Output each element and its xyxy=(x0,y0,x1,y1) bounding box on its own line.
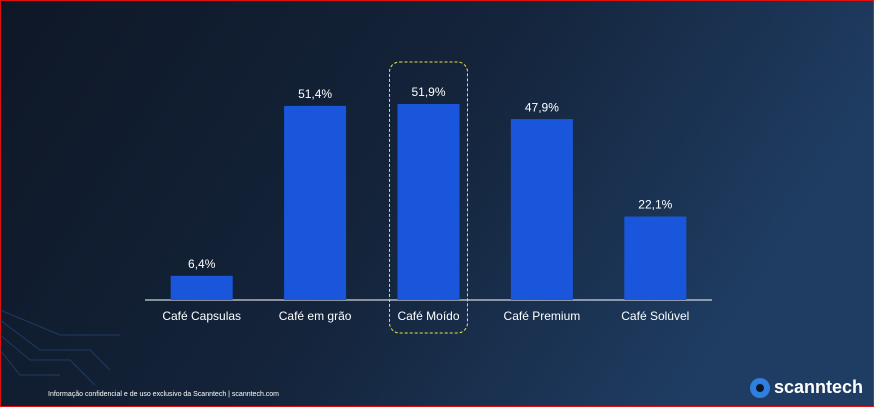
x-tick-label: Café em grão xyxy=(279,309,352,323)
logo: scanntech xyxy=(774,377,863,397)
value-label: 6,4% xyxy=(188,257,216,271)
value-label: 51,9% xyxy=(411,85,445,99)
bar xyxy=(284,105,347,300)
circuit-decoration xyxy=(0,309,120,386)
value-label: 51,4% xyxy=(298,87,332,101)
value-label: 22,1% xyxy=(638,198,672,212)
value-label: 47,9% xyxy=(525,100,559,114)
bar xyxy=(170,275,233,300)
logo-icon-hole xyxy=(756,384,764,392)
footer-disclaimer: Informação confidencial e de uso exclusi… xyxy=(48,391,279,398)
bar xyxy=(624,216,687,300)
bar xyxy=(510,119,573,300)
bar xyxy=(397,104,460,300)
x-tick-label: Café Capsulas xyxy=(162,309,241,323)
x-tick-label: Café Moído xyxy=(397,309,459,323)
x-tick-label: Café Premium xyxy=(504,309,581,323)
x-tick-label: Café Solúvel xyxy=(621,309,689,323)
